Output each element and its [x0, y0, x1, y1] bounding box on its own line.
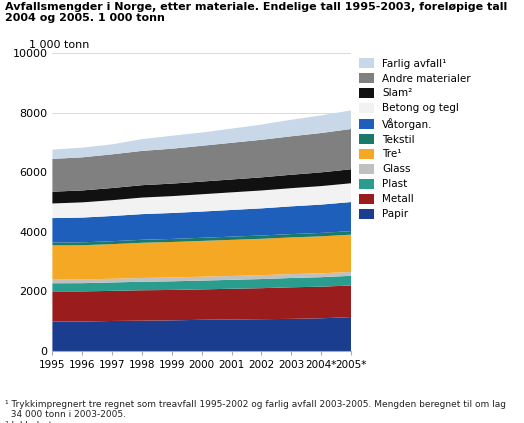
Text: 2004 og 2005. 1 000 tonn: 2004 og 2005. 1 000 tonn — [5, 13, 165, 23]
Text: 1 000 tonn: 1 000 tonn — [28, 40, 89, 50]
Text: Avfallsmengder i Norge, etter materiale. Endelige tall 1995-2003, foreløpige tal: Avfallsmengder i Norge, etter materiale.… — [5, 2, 507, 12]
Legend: Farlig avfall¹, Andre materialer, Slam², Betong og tegl, Våtorgan., Tekstil, Tre: Farlig avfall¹, Andre materialer, Slam²,… — [359, 58, 471, 219]
Text: ¹ Trykkimpregnert tre regnet som treavfall 1995-2002 og farlig avfall 2003-2005.: ¹ Trykkimpregnert tre regnet som treavfa… — [5, 400, 506, 423]
